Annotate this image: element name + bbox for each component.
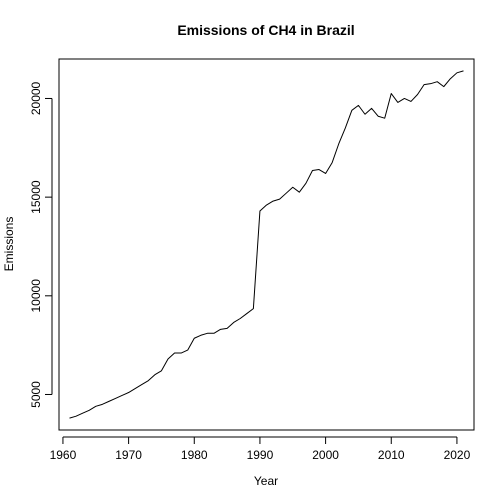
y-axis-label: Emissions: [2, 217, 16, 272]
x-axis: 1960 1970 1980 1990 2000 2010 2020: [50, 437, 471, 462]
y-tick-label: 20000: [29, 81, 43, 115]
x-tick-label: 2000: [312, 448, 339, 462]
y-tick-label: 15000: [29, 180, 43, 214]
chart-title: Emissions of CH4 in Brazil: [177, 22, 354, 38]
x-axis-label: Year: [254, 474, 278, 488]
series-line-0: [70, 71, 464, 418]
x-tick-label: 1970: [115, 448, 142, 462]
y-tick-label: 10000: [29, 279, 43, 313]
x-tick-label: 1990: [247, 448, 274, 462]
x-tick-label: 2020: [444, 448, 471, 462]
x-tick-label: 1960: [50, 448, 77, 462]
y-axis: 5000 10000 15000 20000: [29, 81, 52, 407]
plot-frame: [59, 59, 474, 430]
x-tick-label: 2010: [378, 448, 405, 462]
x-tick-label: 1980: [181, 448, 208, 462]
plot-layer: [70, 71, 464, 418]
y-tick-label: 5000: [29, 381, 43, 408]
